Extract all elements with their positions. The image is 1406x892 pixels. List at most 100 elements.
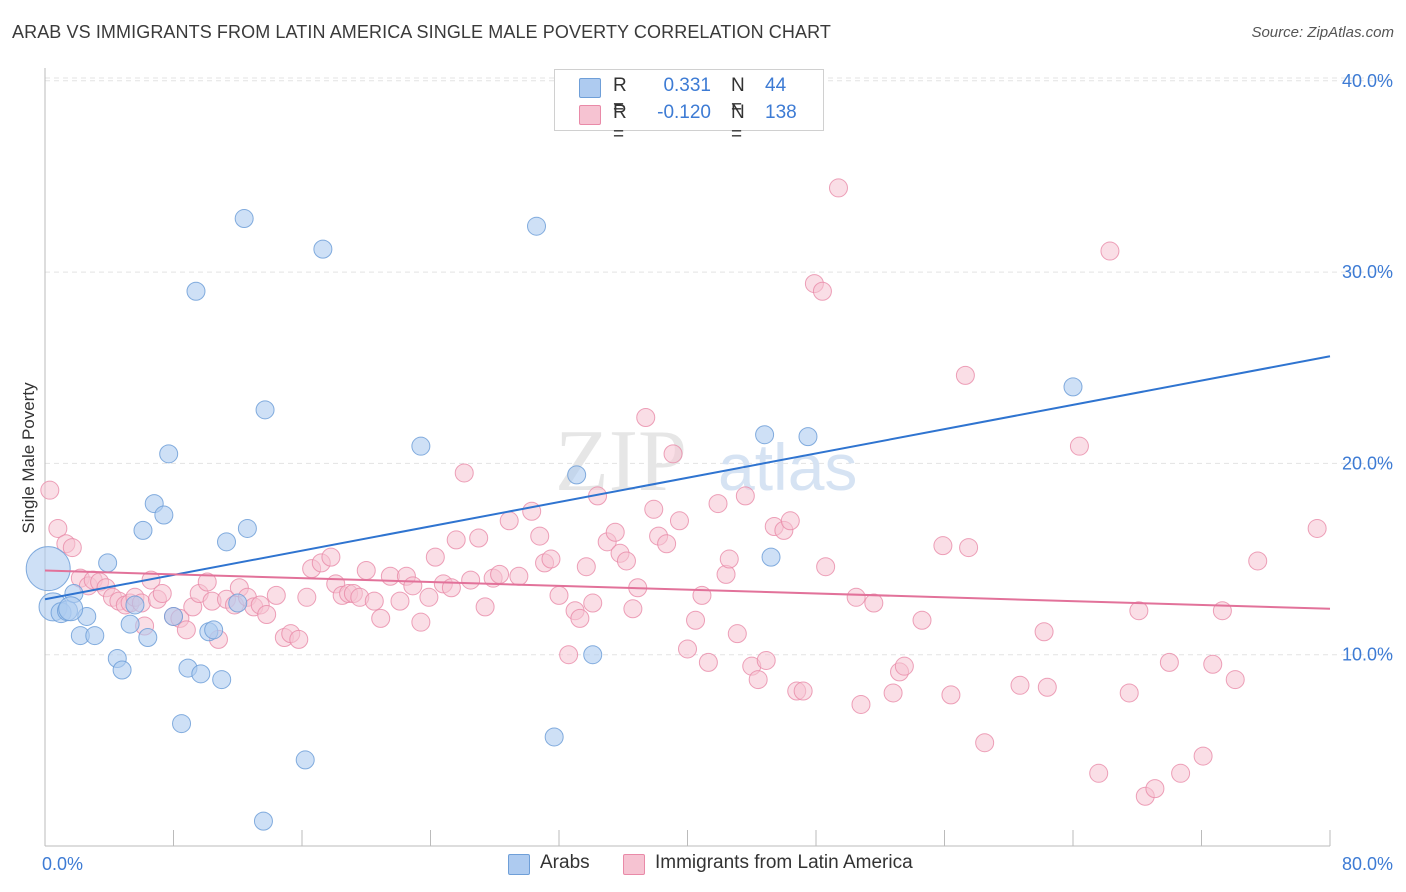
latam-point: [176, 620, 196, 640]
latam-point: [380, 566, 400, 586]
axis-labels: 10.0% 20.0% 30.0% 40.0% 0.0% 80.0% Single Male…: [19, 71, 1393, 874]
latam-point: [780, 511, 800, 531]
latam-point: [289, 629, 309, 649]
arab-point: [228, 593, 248, 613]
latam-point: [1037, 677, 1057, 697]
y-axis-label: Single Male Poverty: [19, 382, 38, 534]
arab-point: [112, 660, 132, 680]
latam-point: [636, 407, 656, 427]
latam-point: [454, 463, 474, 483]
latam-point: [851, 694, 871, 714]
axes: [44, 68, 1331, 847]
arabs-legend-icon: [508, 854, 530, 875]
arab-point: [58, 596, 84, 622]
latam-point: [1100, 241, 1120, 261]
latam-point: [411, 612, 431, 632]
latam-point: [959, 538, 979, 558]
latam-point: [623, 599, 643, 619]
latam-point: [1193, 746, 1213, 766]
latam-point: [912, 610, 932, 630]
legend-n-value: 44: [765, 75, 787, 96]
latam-point: [1010, 675, 1030, 695]
arab-point: [583, 645, 603, 665]
x-tick-label: 80.0%: [1342, 854, 1393, 874]
latam-point: [266, 585, 286, 605]
trend-lines: [44, 355, 1331, 610]
latam-point: [644, 499, 664, 519]
legend-n-label: N =: [731, 75, 745, 118]
grid-lines: [45, 77, 1392, 656]
latam-point: [570, 608, 590, 628]
latam-point: [663, 444, 683, 464]
arab-point: [798, 427, 818, 447]
latam-point: [735, 486, 755, 506]
bottom-legend-label: Arabs: [540, 852, 590, 873]
legend-r-label: R =: [613, 102, 627, 145]
latam-point: [933, 536, 953, 556]
latam-point: [446, 530, 466, 550]
arab-point: [125, 595, 145, 615]
latam-point: [864, 593, 884, 613]
arab-point: [186, 281, 206, 301]
latam-point: [403, 576, 423, 596]
arab-point: [85, 626, 105, 646]
latam-point: [894, 656, 914, 676]
latam-point: [490, 564, 510, 584]
latam-point: [469, 528, 489, 548]
latam-point: [669, 511, 689, 531]
latam-point: [719, 549, 739, 569]
latam-point: [975, 733, 995, 753]
latam-point: [419, 587, 439, 607]
latam-point: [509, 566, 529, 586]
arab-point: [217, 532, 237, 552]
arab-point: [133, 520, 153, 540]
latam-point: [549, 585, 569, 605]
y-tick-label: 40.0%: [1342, 71, 1393, 91]
latam-point: [708, 494, 728, 514]
latam-point: [727, 624, 747, 644]
latam-point: [1248, 551, 1268, 571]
y-tick-label: 30.0%: [1342, 262, 1393, 282]
latam-point: [1159, 652, 1179, 672]
latam-point: [364, 591, 384, 611]
latam-point: [461, 570, 481, 590]
latam-point: [883, 683, 903, 703]
chart-title: ARAB VS IMMIGRANTS FROM LATIN AMERICA SI…: [12, 22, 831, 42]
latam-point: [371, 608, 391, 628]
arab-point: [567, 465, 587, 485]
arab-point: [761, 547, 781, 567]
arab-point: [313, 239, 333, 259]
latam-point: [716, 564, 736, 584]
latam-point: [197, 572, 217, 592]
latam-point: [1119, 683, 1139, 703]
latam-point: [576, 557, 596, 577]
latam-point: [1145, 779, 1165, 799]
latam-trend-line: [44, 569, 1331, 610]
legend-r-label: R =: [613, 75, 627, 118]
latam-point: [1307, 518, 1327, 538]
latam-point: [793, 681, 813, 701]
arab-point: [138, 627, 158, 647]
y-tick-label: 20.0%: [1342, 453, 1393, 473]
arab-point: [295, 750, 315, 770]
latam-point: [1089, 763, 1109, 783]
latam-point: [828, 178, 848, 198]
latam-point: [522, 501, 542, 521]
arab-point: [255, 400, 275, 420]
latam-point: [678, 639, 697, 659]
latam-point: [499, 511, 519, 531]
latam-point: [605, 522, 625, 542]
latam-point: [152, 583, 172, 603]
latam-point: [1225, 670, 1245, 690]
latam-point: [1069, 436, 1089, 456]
latam-point: [616, 551, 636, 571]
latam-point: [541, 549, 561, 569]
arab-point: [204, 620, 224, 640]
latam-point: [955, 365, 975, 385]
latam-point: [48, 518, 68, 538]
arab-point: [25, 546, 71, 592]
arab-point: [411, 436, 431, 456]
bottom-legend-label: Immigrants from Latin America: [655, 852, 913, 873]
latam-point: [941, 685, 961, 705]
